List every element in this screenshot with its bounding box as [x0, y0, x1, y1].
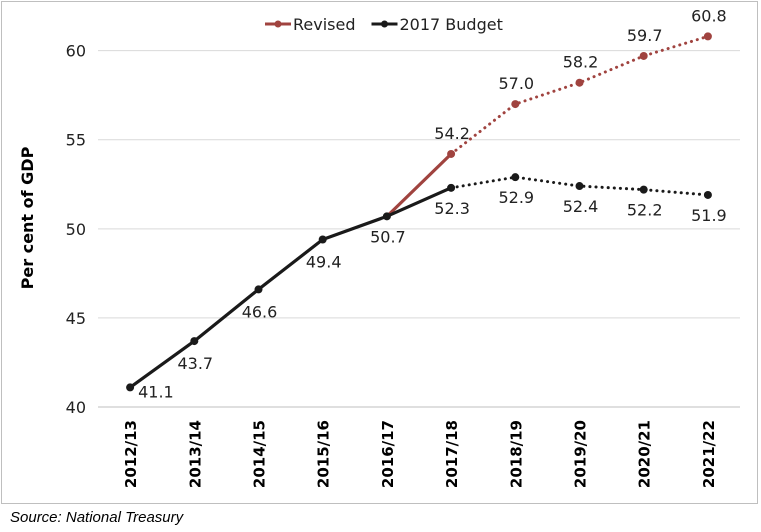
marker-2017-budget-2021-22 [703, 190, 712, 199]
marker-2017-budget-2014-15 [254, 285, 263, 294]
x-tick-label-2019-20: 2019/20 [572, 420, 590, 488]
data-label-revised-2019-20: 58.2 [563, 53, 599, 72]
x-tick-label-2016-17: 2016/17 [379, 420, 397, 488]
legend-marker-2017-budget [381, 20, 388, 28]
data-labels: 41.143.7 46.6 49.4 50.7 52.3 52.9 52.4 52.2 51.9… [138, 6, 727, 401]
data-label-budget-2015-16: 49.4 [306, 253, 342, 272]
x-tick-label-2018-19: 2018/19 [507, 420, 525, 488]
data-label-revised-2018-19: 57.0 [498, 74, 534, 93]
y-tick-label-40: 40 [66, 398, 86, 417]
marker-2017-budget-2015-16 [318, 235, 327, 244]
source-note: Source: National Treasury [10, 509, 184, 526]
marker-revised-2019-20 [575, 78, 584, 87]
data-label-budget-2012-13: 41.1 [138, 382, 174, 401]
series-line-revised-dotted [449, 34, 710, 156]
data-label-budget-2016-17: 50.7 [370, 227, 406, 246]
x-tick-label-2020-21: 2020/21 [636, 420, 654, 488]
x-tick-label-2012-13: 2012/13 [122, 420, 140, 488]
legend-label-revised: Revised [293, 15, 356, 34]
series-line-revised-solid [385, 152, 453, 218]
y-tick-label-55: 55 [66, 131, 86, 150]
series-line-2017-budget-dotted [449, 175, 710, 197]
series-layer [126, 32, 712, 392]
gridlines [98, 50, 740, 319]
marker-2017-budget-2012-13 [126, 383, 135, 392]
y-tick-label-60: 60 [66, 42, 86, 61]
data-label-budget-2021-22: 51.9 [691, 206, 727, 225]
x-axis: 2012/13 2013/14 2014/15 2015/16 2016/17 2017/… [98, 406, 740, 488]
legend-marker-revised [274, 20, 282, 28]
x-tick-label-2015-16: 2015/16 [315, 420, 333, 488]
marker-2017-budget-2017-18 [447, 183, 456, 192]
data-label-revised-2017-18: 54.2 [434, 124, 470, 143]
series-line-2017-budget-solid [128, 186, 453, 389]
marker-revised-2020-21 [639, 51, 648, 60]
x-tick-label-2014-15: 2014/15 [251, 420, 269, 488]
legend: Revised 2017 Budget [265, 15, 503, 34]
marker-2017-budget-2020-21 [639, 185, 648, 194]
data-label-budget-2017-18: 52.3 [434, 199, 470, 218]
x-tick-label-2017-18: 2017/18 [443, 420, 461, 488]
data-label-budget-2018-19: 52.9 [498, 188, 534, 207]
data-label-budget-2019-20: 52.4 [563, 197, 599, 216]
marker-2017-budget-2019-20 [575, 182, 584, 191]
marker-2017-budget-2016-17 [382, 212, 391, 221]
data-label-revised-2020-21: 59.7 [627, 26, 663, 45]
marker-revised-2018-19 [511, 100, 520, 109]
data-label-budget-2020-21: 52.2 [627, 201, 663, 220]
y-tick-label-50: 50 [66, 220, 86, 239]
marker-2017-budget-2013-14 [190, 337, 199, 346]
x-tick-label-2013-14: 2013/14 [186, 420, 204, 488]
legend-label-2017-budget: 2017 Budget [400, 15, 503, 34]
x-tick-label-2021-22: 2021/22 [700, 420, 718, 488]
marker-revised-2017-18 [447, 149, 456, 158]
data-label-budget-2014-15: 46.6 [242, 302, 278, 321]
y-tick-label-45: 45 [66, 309, 86, 328]
y-axis-label: Per cent of GDP [18, 146, 37, 289]
marker-2017-budget-2018-19 [511, 173, 520, 182]
chart-frame [1, 1, 758, 504]
y-axis: 40 45 50 55 60 [66, 42, 86, 417]
marker-revised-2021-22 [703, 32, 712, 41]
data-label-revised-2021-22: 60.8 [691, 6, 727, 25]
data-label-budget-2013-14: 43.7 [177, 354, 213, 373]
